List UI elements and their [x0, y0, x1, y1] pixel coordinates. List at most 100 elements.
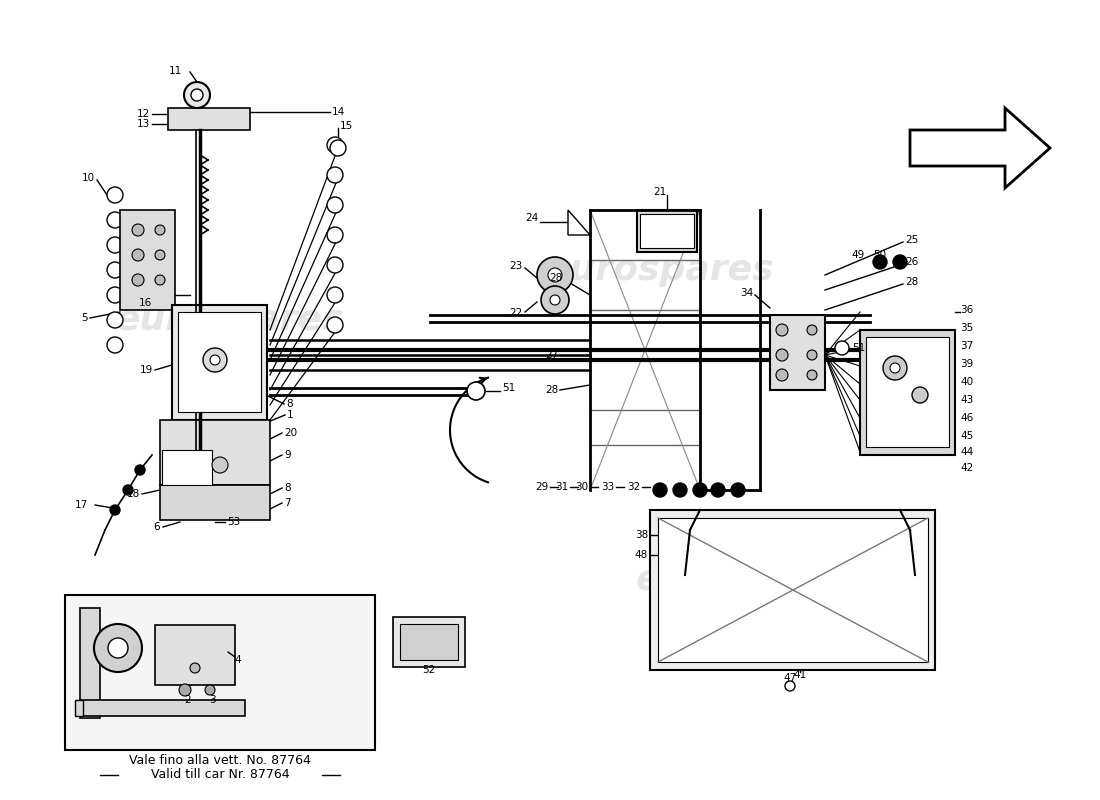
Polygon shape [910, 108, 1050, 188]
Circle shape [132, 249, 144, 261]
Bar [80, 608, 100, 718]
Text: 53: 53 [227, 517, 240, 527]
Circle shape [155, 275, 165, 285]
Circle shape [711, 483, 725, 497]
Bar [160, 485, 270, 520]
Circle shape [155, 250, 165, 260]
Circle shape [107, 262, 123, 278]
Bar [637, 210, 697, 252]
Bar [80, 700, 245, 716]
Text: 11: 11 [168, 66, 182, 76]
Text: 4: 4 [234, 655, 241, 665]
Text: 18: 18 [126, 489, 140, 499]
Bar [860, 330, 955, 455]
Circle shape [108, 638, 128, 658]
Circle shape [205, 685, 214, 695]
Circle shape [776, 324, 788, 336]
Text: 51: 51 [502, 383, 515, 393]
Text: 50: 50 [873, 250, 887, 260]
Text: 52: 52 [422, 665, 436, 675]
Bar [866, 337, 949, 447]
Text: 46: 46 [960, 413, 974, 423]
Circle shape [807, 350, 817, 360]
Circle shape [673, 483, 688, 497]
Circle shape [190, 663, 200, 673]
Bar [178, 312, 261, 412]
Text: eurospares: eurospares [116, 303, 344, 337]
Circle shape [132, 274, 144, 286]
Circle shape [179, 684, 191, 696]
Text: 31: 31 [554, 482, 568, 492]
Text: 27: 27 [544, 350, 558, 360]
Circle shape [327, 167, 343, 183]
Circle shape [548, 268, 562, 282]
Text: 8: 8 [284, 483, 290, 493]
Text: 16: 16 [139, 298, 152, 308]
Text: 44: 44 [960, 447, 974, 457]
Bar [658, 518, 928, 662]
Text: 15: 15 [340, 121, 353, 131]
Text: 2: 2 [185, 695, 191, 705]
Circle shape [550, 295, 560, 305]
Text: 33: 33 [601, 482, 614, 492]
Circle shape [883, 356, 908, 380]
Circle shape [110, 505, 120, 515]
Circle shape [653, 483, 667, 497]
Circle shape [807, 370, 817, 380]
Polygon shape [568, 210, 590, 235]
Circle shape [537, 257, 573, 293]
Text: 29: 29 [535, 482, 548, 492]
Circle shape [835, 341, 849, 355]
Text: 12: 12 [136, 109, 150, 119]
Text: 37: 37 [960, 341, 974, 351]
Bar [172, 305, 267, 420]
Text: 36: 36 [960, 305, 974, 315]
Circle shape [912, 387, 928, 403]
Text: 51: 51 [852, 343, 866, 353]
Text: 7: 7 [284, 498, 290, 508]
Circle shape [776, 349, 788, 361]
Circle shape [541, 286, 569, 314]
Circle shape [107, 337, 123, 353]
Text: 45: 45 [960, 431, 974, 441]
Circle shape [94, 624, 142, 672]
Bar [155, 625, 235, 685]
Text: 24: 24 [525, 213, 538, 223]
Circle shape [330, 140, 346, 156]
Circle shape [807, 325, 817, 335]
Circle shape [135, 465, 145, 475]
Text: 42: 42 [960, 463, 974, 473]
Bar [120, 210, 175, 310]
Bar [640, 214, 694, 248]
Text: 34: 34 [739, 288, 754, 298]
Circle shape [327, 227, 343, 243]
Bar [75, 700, 82, 716]
Circle shape [327, 317, 343, 333]
Text: Valid till car Nr. 87764: Valid till car Nr. 87764 [151, 769, 289, 782]
Text: 17: 17 [75, 500, 88, 510]
Text: 21: 21 [653, 187, 667, 197]
Circle shape [123, 485, 133, 495]
Circle shape [776, 369, 788, 381]
Text: 26: 26 [905, 257, 918, 267]
Bar [770, 315, 825, 390]
Bar [65, 595, 375, 750]
Circle shape [107, 312, 123, 328]
Text: 1: 1 [287, 410, 294, 420]
Circle shape [204, 348, 227, 372]
Bar [162, 450, 212, 485]
Bar [393, 617, 465, 667]
Text: 35: 35 [960, 323, 974, 333]
Text: 38: 38 [635, 530, 648, 540]
Circle shape [327, 257, 343, 273]
Text: 23: 23 [509, 261, 522, 271]
Circle shape [191, 89, 204, 101]
Text: eurospares: eurospares [636, 563, 865, 597]
Text: 3: 3 [209, 695, 216, 705]
Circle shape [693, 483, 707, 497]
Text: 41: 41 [793, 670, 806, 680]
Text: 39: 39 [960, 359, 974, 369]
Circle shape [107, 187, 123, 203]
Bar [650, 510, 935, 670]
Circle shape [107, 237, 123, 253]
